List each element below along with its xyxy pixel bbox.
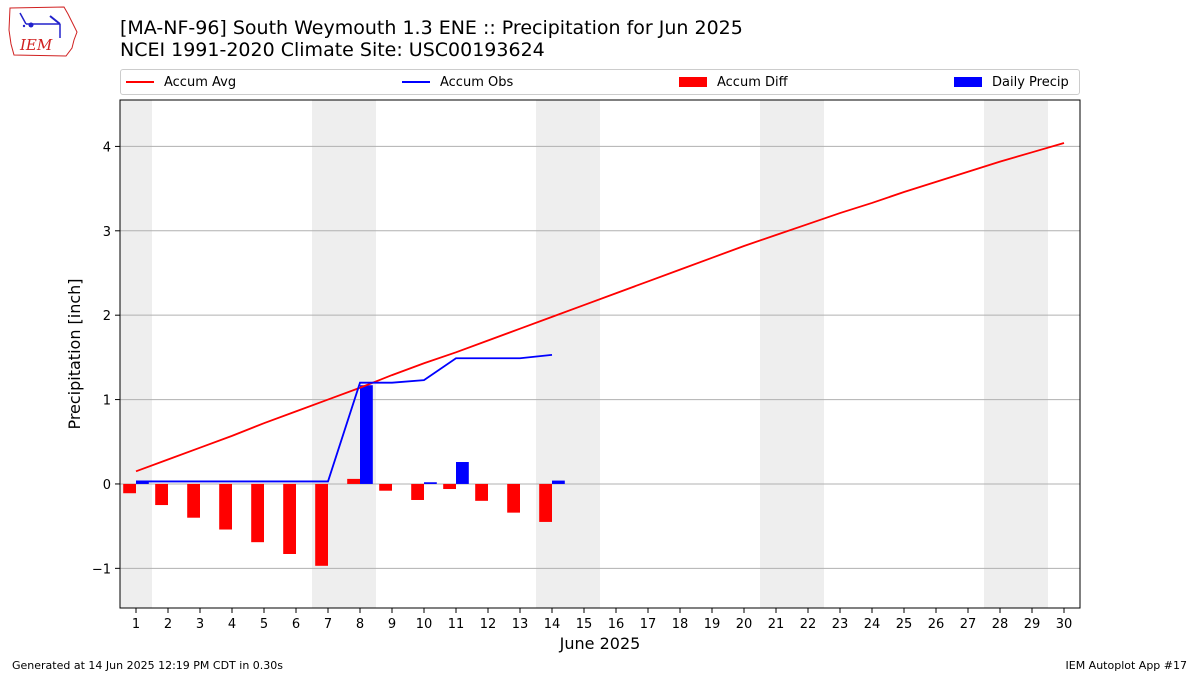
x-tick-label: 16 — [608, 617, 625, 632]
legend: Accum Avg Accum Obs Accum Diff Daily Pre… — [120, 69, 1080, 95]
plot-frame — [119, 99, 1081, 609]
weekend-shade-4 — [984, 100, 1048, 608]
accum-diff-bar — [251, 483, 264, 543]
weekend-shade-0 — [120, 100, 152, 608]
x-tick-label: 4 — [228, 617, 236, 632]
accum-diff-bar — [155, 483, 168, 506]
x-tick-label: 25 — [896, 617, 913, 632]
footer-generated-text: Generated at 14 Jun 2025 12:19 PM CDT in… — [12, 659, 284, 672]
x-axis-ticks: 1 2 3 4 5 6 7 8 9 10 11 12 13 14 15 16 17 18 19 20 21 22 23 24 2… — [132, 608, 1072, 632]
x-tick-label: 9 — [388, 617, 396, 632]
daily-precip-bar — [552, 480, 565, 484]
daily-precip-bar — [424, 482, 437, 484]
legend-item-accum-avg: Accum Avg — [126, 70, 236, 94]
legend-swatch-accum-diff — [679, 77, 707, 87]
chart-title: [MA-NF-96] South Weymouth 1.3 ENE :: Pre… — [120, 17, 743, 39]
x-tick-label: 20 — [736, 617, 753, 632]
accum-diff-bar — [187, 483, 200, 518]
accum-diff-bar — [411, 483, 424, 500]
accum-diff-bar — [219, 483, 232, 530]
weekend-shade-2 — [536, 100, 600, 608]
accum-diff-bar — [347, 478, 360, 484]
footer-app-text: IEM Autoplot App #17 — [1065, 659, 1188, 672]
x-tick-label: 8 — [356, 617, 364, 632]
accum-avg-line — [135, 142, 1065, 473]
iem-logo: IEM — [6, 4, 82, 60]
daily-precip-bar — [360, 385, 373, 484]
accum-diff-bar — [507, 483, 520, 513]
y-gridlines — [120, 145, 1080, 569]
x-tick-label: 24 — [864, 617, 881, 632]
x-axis-label: June 2025 — [559, 634, 641, 653]
bar-series — [123, 385, 565, 566]
daily-precip-bar — [136, 481, 149, 484]
x-tick-label: 12 — [480, 617, 497, 632]
y-tick-label: −1 — [92, 562, 111, 577]
x-tick-label: 30 — [1056, 617, 1073, 632]
y-tick-label: 2 — [103, 309, 111, 324]
line-series — [135, 142, 1065, 483]
x-tick-label: 27 — [960, 617, 977, 632]
y-tick-label: 0 — [103, 478, 111, 493]
legend-label-accum-avg: Accum Avg — [164, 74, 237, 90]
legend-swatch-accum-avg — [126, 81, 154, 83]
legend-item-accum-diff: Accum Diff — [679, 70, 788, 94]
daily-precip-bar — [456, 462, 469, 484]
legend-item-daily-precip: Daily Precip — [954, 70, 1069, 94]
legend-label-accum-diff: Accum Diff — [717, 74, 788, 90]
x-tick-label: 6 — [292, 617, 300, 632]
x-tick-label: 5 — [260, 617, 268, 632]
chart-subtitle: NCEI 1991-2020 Climate Site: USC00193624 — [120, 39, 545, 61]
accum-diff-bar — [475, 483, 488, 501]
accum-diff-bar — [539, 483, 552, 522]
accum-diff-bar — [443, 483, 456, 490]
accum-diff-bar — [315, 483, 328, 566]
y-tick-label: 3 — [103, 225, 111, 240]
x-tick-label: 29 — [1024, 617, 1041, 632]
y-tick-label: 4 — [103, 140, 111, 155]
x-tick-label: 17 — [640, 617, 657, 632]
legend-item-accum-obs: Accum Obs — [402, 70, 513, 94]
legend-swatch-daily-precip — [954, 77, 982, 87]
x-tick-label: 15 — [576, 617, 593, 632]
x-tick-label: 19 — [704, 617, 721, 632]
weekend-shade-3 — [760, 100, 824, 608]
legend-swatch-accum-obs — [402, 81, 430, 83]
x-tick-label: 14 — [544, 617, 561, 632]
x-tick-label: 21 — [768, 617, 785, 632]
iowa-map-icon: IEM — [8, 6, 78, 57]
x-tick-label: 11 — [448, 617, 465, 632]
weekend-shading — [120, 100, 1048, 608]
legend-label-daily-precip: Daily Precip — [992, 74, 1069, 90]
accum-obs-line — [136, 353, 553, 483]
x-tick-label: 18 — [672, 617, 689, 632]
legend-label-accum-obs: Accum Obs — [440, 74, 514, 90]
y-axis-label: Precipitation [inch] — [65, 278, 84, 429]
accum-diff-bar — [379, 483, 392, 491]
x-tick-label: 28 — [992, 617, 1009, 632]
y-tick-label: 1 — [103, 394, 111, 409]
x-tick-label: 7 — [324, 617, 332, 632]
accum-diff-bar — [123, 483, 136, 494]
logo-text: IEM — [19, 36, 53, 54]
x-tick-label: 3 — [196, 617, 204, 632]
accum-diff-bar — [283, 483, 296, 554]
y-axis-ticks: −1 0 1 2 3 4 — [92, 140, 120, 577]
x-tick-label: 2 — [164, 617, 172, 632]
x-tick-label: 1 — [132, 617, 140, 632]
x-tick-label: 22 — [800, 617, 817, 632]
x-tick-label: 26 — [928, 617, 945, 632]
x-tick-label: 23 — [832, 617, 849, 632]
x-tick-label: 10 — [416, 617, 433, 632]
x-tick-label: 13 — [512, 617, 529, 632]
